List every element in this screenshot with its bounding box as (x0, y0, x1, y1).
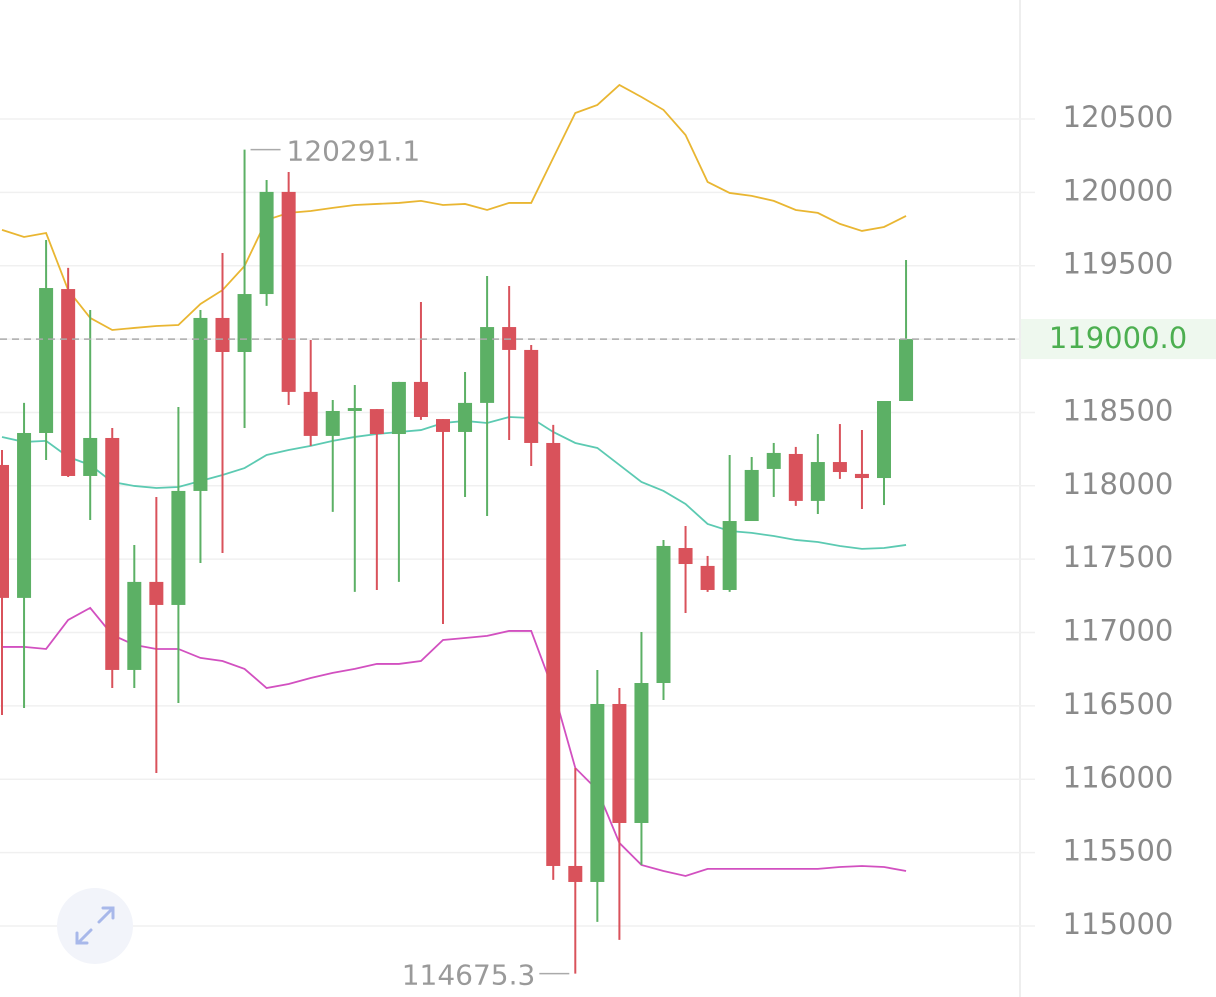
candle-body (700, 565, 715, 590)
candle-body (524, 349, 539, 443)
y-tick-label: 118000 (1063, 467, 1174, 501)
candle-body (171, 490, 186, 605)
y-tick-label: 120500 (1063, 100, 1174, 134)
y-tick-label: 119500 (1063, 247, 1174, 281)
candle-body (0, 464, 9, 598)
y-tick-label: 117500 (1063, 540, 1174, 574)
y-tick-label: 115500 (1063, 834, 1174, 868)
candle-body (678, 548, 693, 565)
candle-body (17, 432, 32, 598)
candle-body (744, 469, 759, 522)
candle-body (413, 381, 428, 417)
candle-body (480, 327, 495, 403)
candle-body (61, 289, 76, 476)
candle-body (590, 703, 605, 882)
candle-body (347, 408, 362, 411)
y-tick-label: 116000 (1063, 760, 1174, 794)
candle-body (436, 419, 450, 432)
candle-body (810, 462, 825, 501)
candle-body (899, 339, 914, 402)
candle-body (369, 409, 384, 435)
y-tick-label: 115000 (1063, 907, 1174, 941)
plot-area (0, 83, 1016, 974)
candle-body (612, 703, 627, 823)
y-tick-label: 117000 (1063, 614, 1174, 648)
candle-body (215, 317, 230, 352)
y-tick-label: 120000 (1063, 173, 1174, 207)
y-tick-label: 118500 (1063, 393, 1174, 427)
candle-body (634, 683, 649, 823)
candle-body (832, 462, 847, 473)
candle-body (39, 288, 54, 433)
candle-body (281, 191, 296, 392)
candle-body (149, 581, 164, 605)
candle-body (877, 401, 891, 479)
candle-body (237, 294, 252, 352)
candle-body (458, 402, 473, 432)
expand-button-bg[interactable] (57, 888, 133, 964)
candle-body (193, 317, 208, 491)
candle-body (722, 521, 737, 590)
y-tick-label: 116500 (1063, 687, 1174, 721)
band-line (1, 416, 907, 550)
candle-body (854, 473, 869, 479)
candle-body (259, 191, 274, 295)
candle-body (127, 581, 142, 670)
low-label: 114675.3 (402, 959, 536, 992)
candle-body (766, 452, 781, 469)
candle-body (105, 437, 120, 670)
candle-body (546, 442, 561, 866)
last-price-label: 119000.0 (1049, 321, 1187, 355)
expand-button[interactable] (57, 888, 133, 964)
candle-body (325, 410, 340, 436)
candle-body (391, 381, 406, 435)
band-line (2, 606, 907, 877)
y-axis: 115000 115500 116000 116500 117000 117500 1180… (1063, 100, 1174, 941)
expand-icon[interactable] (75, 906, 115, 945)
candle-body (788, 453, 803, 501)
candle-body (656, 545, 671, 684)
grid (0, 118, 1035, 927)
high-label: 120291.1 (287, 135, 421, 168)
band-line (1, 83, 907, 331)
candle-body (303, 391, 318, 436)
last-price-bg (1021, 319, 1216, 360)
candle-body (568, 865, 583, 882)
candle-body (83, 437, 98, 476)
